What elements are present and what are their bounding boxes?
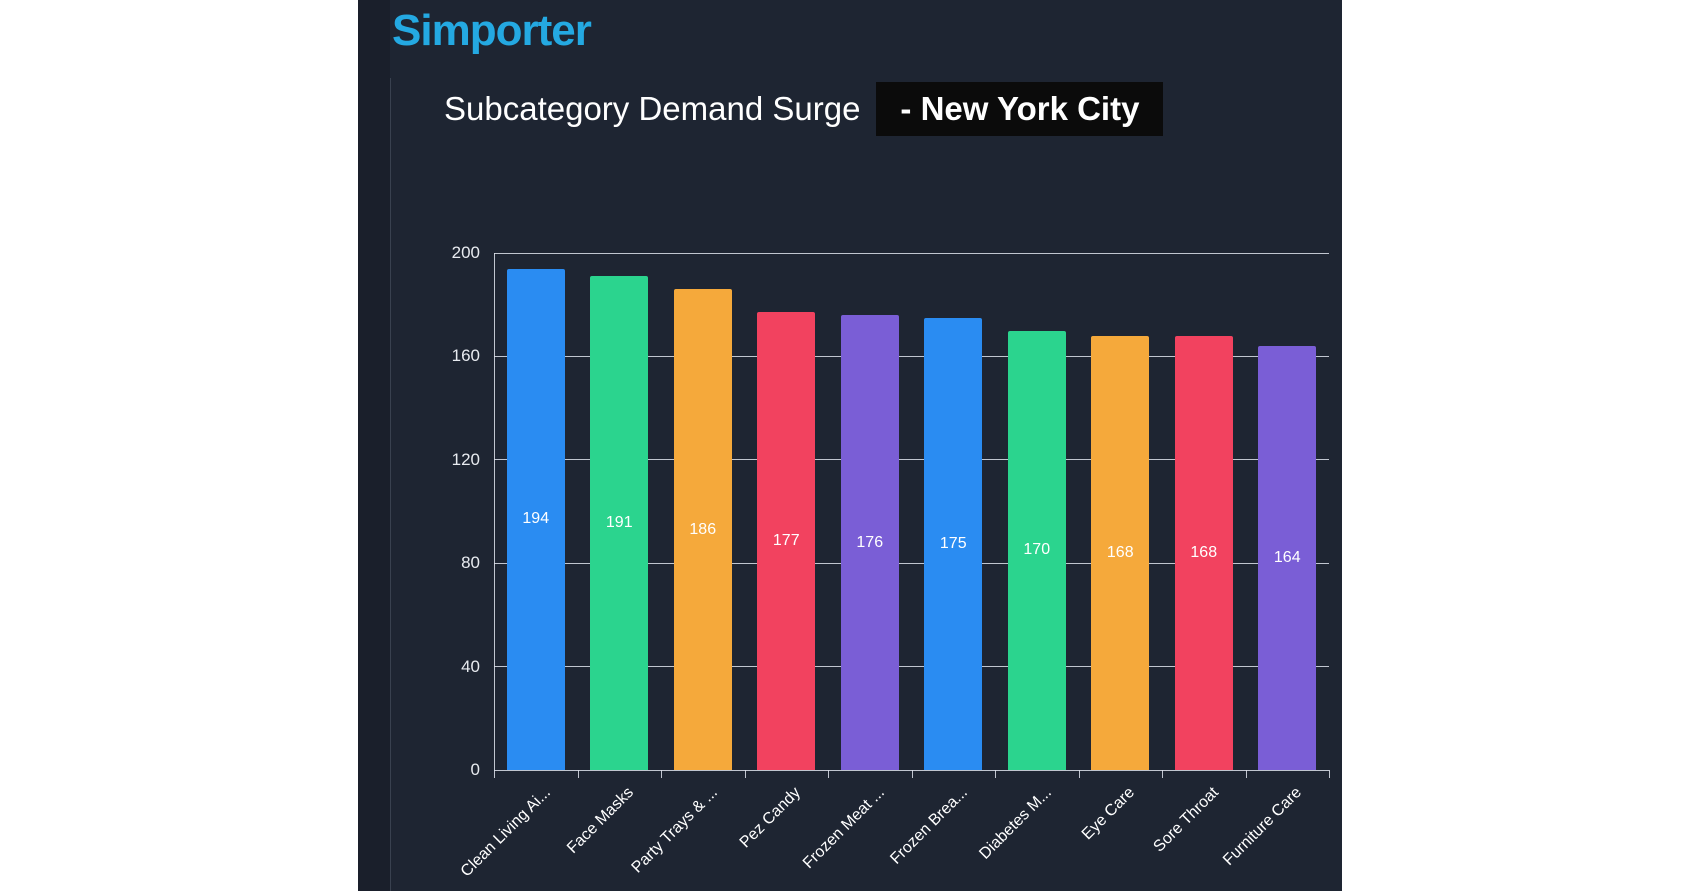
x-axis-tick [1162, 770, 1163, 778]
gridline [494, 252, 1329, 254]
x-axis-tick [577, 770, 579, 778]
x-axis-tick [911, 770, 913, 778]
bar-value-label: 164 [1273, 549, 1301, 567]
chart-title: Subcategory Demand Surge [444, 90, 861, 127]
x-axis-tick [1078, 770, 1080, 778]
x-axis-tick [744, 770, 746, 778]
bar: 194 [506, 268, 565, 770]
plot-area: 0 40 80 120 160 200 194 Clean Living Ai... 191 Fa… [452, 243, 1330, 880]
bar: 164 [1258, 346, 1317, 770]
y-axis-tick-label: 80 [461, 553, 480, 573]
y-axis-tick-label: 120 [451, 449, 480, 469]
gridline [494, 459, 1329, 461]
bar-value-label: 177 [772, 532, 800, 550]
bar: 177 [757, 312, 816, 770]
x-axis-tick [1329, 770, 1330, 778]
x-axis-tick [828, 770, 829, 778]
dashboard-panel: Simporter Subcategory Demand Surge - New… [358, 0, 1342, 891]
x-axis-label: Clean Living Ai... [457, 784, 554, 881]
x-axis-tick [494, 770, 495, 778]
bar: 175 [924, 317, 983, 770]
chart-header: Subcategory Demand Surge - New York City [444, 80, 1164, 138]
bar: 168 [1174, 335, 1233, 770]
bar-value-label: 170 [1023, 541, 1051, 559]
y-axis-tick-label: 160 [451, 346, 480, 366]
x-axis-tick [661, 770, 662, 778]
location-badge: - New York City [876, 82, 1164, 136]
bar-value-label: 168 [1106, 543, 1134, 561]
bar-value-label: 176 [856, 533, 884, 551]
simporter-logo: Simporter [392, 6, 592, 55]
gridline [494, 666, 1329, 668]
bar: 186 [673, 289, 732, 770]
gridline [494, 562, 1329, 564]
sidebar-divider [390, 78, 391, 891]
bar-value-label: 194 [522, 510, 550, 528]
y-axis-tick-label: 0 [470, 760, 480, 779]
x-axis-tick [995, 770, 996, 778]
y-axis-tick-label: 200 [451, 243, 480, 262]
bar-value-label: 191 [605, 514, 633, 532]
bar-value-label: 186 [689, 520, 717, 538]
bar: 170 [1007, 330, 1066, 770]
x-axis-tick [1245, 770, 1247, 778]
sidebar-strip [358, 0, 390, 891]
bar-value-label: 175 [939, 534, 967, 552]
bar: 168 [1091, 335, 1150, 770]
bar: 176 [840, 315, 899, 770]
gridline [494, 355, 1329, 357]
bar-value-label: 168 [1190, 543, 1218, 561]
y-axis-line [494, 253, 495, 770]
y-axis-tick-label: 40 [461, 656, 480, 676]
bar: 191 [590, 276, 649, 770]
